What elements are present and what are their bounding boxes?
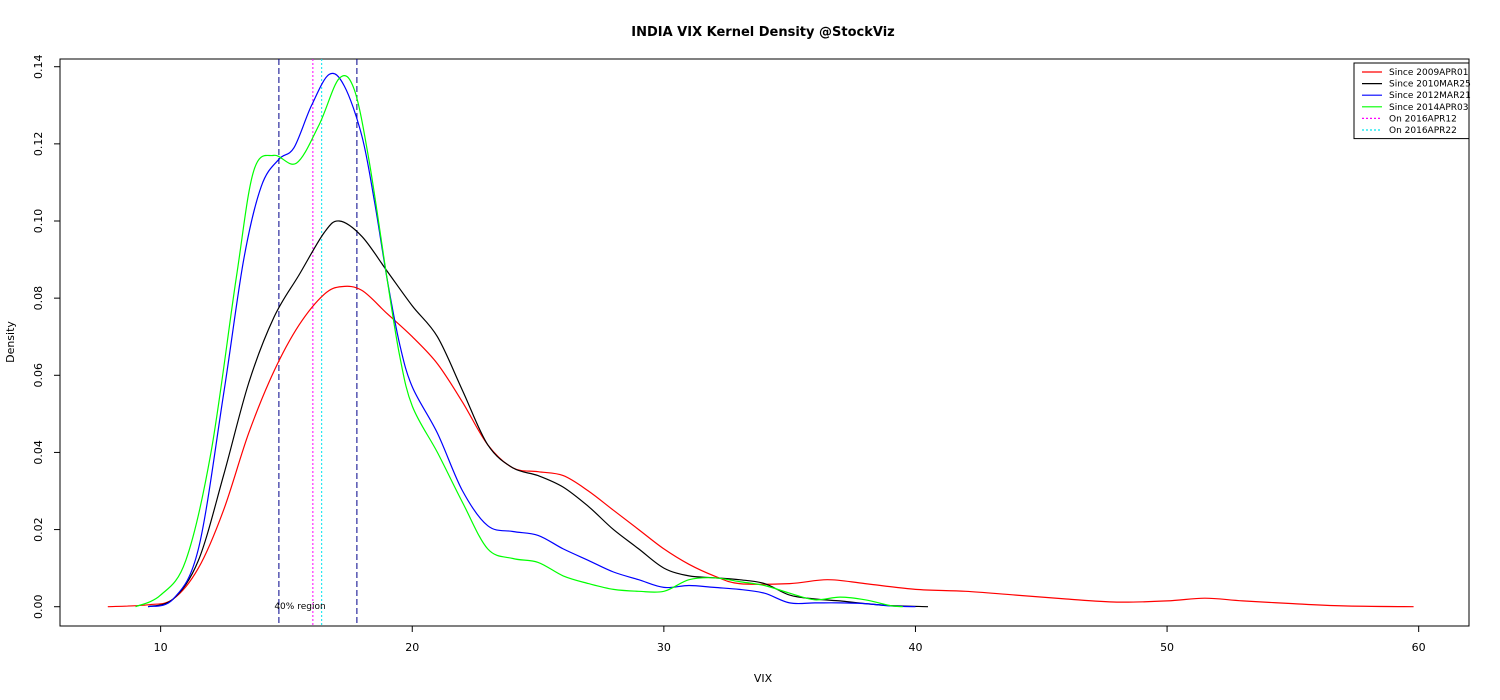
- density-line: [135, 75, 903, 608]
- legend-box: [1353, 62, 1470, 140]
- region-annotation: 40% region: [274, 602, 325, 612]
- reference-lines: [278, 59, 358, 626]
- density-line: [107, 285, 1414, 608]
- x-axis-label: VIX: [754, 672, 773, 685]
- y-tick-label: 0.10: [32, 209, 45, 234]
- x-tick-label: 60: [1412, 641, 1426, 654]
- y-tick-label: 0.04: [32, 440, 45, 465]
- y-tick-label: 0.00: [32, 594, 45, 619]
- legend-label: Since 2010MAR25: [1389, 80, 1471, 90]
- x-tick-label: 20: [405, 641, 419, 654]
- density-line: [147, 72, 916, 608]
- x-axis: 10 20 30 40 50 60: [154, 626, 1426, 654]
- density-line: [147, 220, 929, 608]
- x-tick-label: 50: [1160, 641, 1174, 654]
- legend-label: Since 2009APR01: [1389, 68, 1468, 78]
- y-tick-label: 0.12: [32, 132, 45, 157]
- chart-title: INDIA VIX Kernel Density @StockViz: [631, 25, 895, 40]
- x-tick-label: 40: [908, 641, 922, 654]
- legend-label: Since 2014APR03: [1389, 103, 1468, 113]
- y-axis: 0.00 0.02 0.04 0.06 0.08 0.10 0.12 0.14: [32, 54, 60, 619]
- y-tick-label: 0.14: [32, 54, 45, 79]
- density-series: [107, 72, 1414, 608]
- y-tick-label: 0.08: [32, 286, 45, 311]
- legend-label: On 2016APR12: [1389, 114, 1457, 124]
- y-tick-label: 0.06: [32, 363, 45, 388]
- legend-label: Since 2012MAR21: [1389, 91, 1471, 101]
- x-tick-label: 30: [657, 641, 671, 654]
- y-axis-label: Density: [4, 321, 17, 363]
- plot-frame: [59, 58, 1470, 627]
- x-tick-label: 10: [154, 641, 168, 654]
- legend-label: On 2016APR22: [1389, 126, 1457, 136]
- y-tick-label: 0.02: [32, 517, 45, 542]
